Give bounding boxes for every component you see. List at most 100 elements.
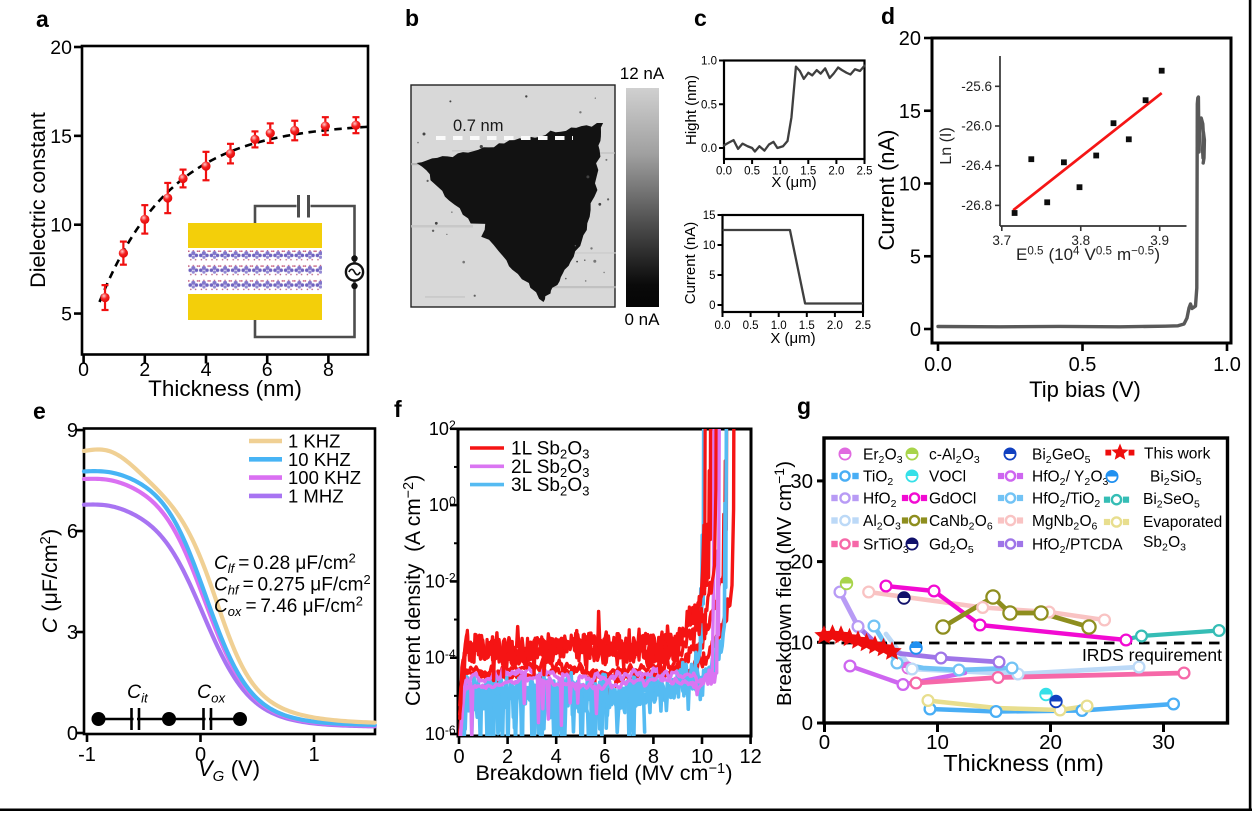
svg-text:30: 30 [1152, 731, 1175, 754]
svg-text:1.0: 1.0 [771, 320, 787, 332]
svg-text:0: 0 [819, 731, 830, 754]
svg-text:Tip bias (V): Tip bias (V) [1029, 377, 1141, 402]
svg-text:0.7 nm: 0.7 nm [453, 117, 503, 135]
svg-text:-26.8: -26.8 [961, 198, 992, 213]
svg-text:6: 6 [599, 746, 610, 768]
svg-text:VG (V): VG (V) [198, 756, 260, 785]
svg-text:b: b [405, 5, 419, 31]
svg-text:f: f [394, 396, 402, 422]
svg-text:-26.4: -26.4 [961, 158, 992, 173]
svg-text:9: 9 [67, 420, 78, 442]
svg-text:1 MHZ: 1 MHZ [288, 485, 344, 506]
svg-text:Clf = 0.28 μF/cm2: Clf = 0.28 μF/cm2 [214, 551, 356, 577]
svg-text:0.0: 0.0 [715, 320, 731, 332]
svg-text:10: 10 [703, 240, 716, 252]
svg-text:X (μm): X (μm) [770, 330, 815, 347]
svg-text:2L Sb2 O3: 2L Sb2 O3 [511, 457, 590, 480]
svg-text:a: a [36, 6, 49, 32]
svg-text:4: 4 [551, 746, 562, 768]
svg-text:Thickness (nm): Thickness (nm) [943, 750, 1104, 776]
svg-text:Cit: Cit [127, 681, 149, 705]
svg-text:6: 6 [262, 359, 273, 381]
svg-text:d: d [881, 3, 895, 29]
svg-text:e: e [33, 398, 46, 424]
svg-text:Bi2 SiO5: Bi2 SiO5 [1150, 469, 1202, 488]
svg-text:E0.5 (104 V0.5 m−0.5 ): E0.5 (104 V0.5 m−0.5 ) [1016, 244, 1160, 264]
svg-text:3.7: 3.7 [992, 233, 1011, 248]
svg-text:15: 15 [703, 210, 716, 222]
svg-text:Breakdown field (MV cm−1 ): Breakdown field (MV cm−1 ) [771, 461, 796, 706]
svg-text:Breakdown field (MV cm−1 ): Breakdown field (MV cm−1 ) [475, 761, 732, 785]
svg-text:HfO2: HfO2 [863, 491, 897, 510]
svg-text:1.0: 1.0 [701, 56, 717, 68]
svg-text:Bi2 GeO5: Bi2 GeO5 [1032, 447, 1091, 466]
svg-text:20: 20 [50, 37, 72, 59]
svg-text:Gd2 O5: Gd2 O5 [929, 537, 974, 556]
svg-text:0.5: 0.5 [743, 320, 759, 332]
svg-text:10-4: 10-4 [425, 647, 456, 668]
svg-text:0.5: 0.5 [701, 99, 717, 111]
svg-text:2.5: 2.5 [857, 166, 873, 178]
svg-text:2: 2 [502, 746, 513, 768]
svg-text:12: 12 [739, 746, 761, 768]
svg-text:Er2 O3: Er2 O3 [863, 447, 903, 466]
svg-text:2.0: 2.0 [827, 320, 843, 332]
svg-text:0.0: 0.0 [701, 143, 717, 155]
svg-text:X (μm): X (μm) [771, 174, 816, 191]
svg-text:8: 8 [648, 746, 659, 768]
svg-text:2: 2 [139, 359, 150, 381]
svg-text:2.0: 2.0 [828, 166, 844, 178]
svg-text:1.5: 1.5 [800, 166, 816, 178]
svg-text:c: c [694, 5, 707, 31]
svg-text:5: 5 [910, 246, 921, 268]
svg-text:Current (nA): Current (nA) [682, 222, 699, 305]
svg-text:3.8: 3.8 [1071, 233, 1090, 248]
svg-text:20: 20 [899, 28, 921, 50]
svg-text:6: 6 [67, 521, 78, 543]
svg-text:Sb2 O3: Sb2 O3 [1143, 534, 1186, 553]
svg-text:Thickness (nm): Thickness (nm) [148, 376, 302, 401]
svg-text:10-6: 10-6 [425, 723, 456, 744]
svg-text:-25.6: -25.6 [961, 79, 992, 94]
svg-text:8: 8 [323, 359, 334, 381]
svg-text:Chf = 0.275 μF/cm2: Chf = 0.275 μF/cm2 [214, 572, 371, 598]
svg-text:0: 0 [67, 723, 78, 745]
svg-text:Current density (A cm−2 ): Current density (A cm−2 ) [401, 475, 425, 706]
svg-text:0: 0 [195, 744, 206, 766]
svg-text:Dielectric constant: Dielectric constant [26, 112, 50, 288]
svg-text:HfO2 / Y2 O3: HfO2 / Y2 O3 [1032, 469, 1109, 488]
svg-text:0: 0 [78, 359, 89, 381]
svg-text:1.0: 1.0 [1213, 354, 1241, 376]
svg-text:Current (nA): Current (nA) [874, 129, 899, 250]
svg-text:SrTiO3: SrTiO3 [863, 537, 909, 556]
svg-text:-1: -1 [78, 744, 96, 766]
svg-text:0: 0 [910, 319, 921, 341]
svg-text:10: 10 [790, 631, 813, 654]
svg-text:HfO2 /PTCDA: HfO2 /PTCDA [1032, 537, 1123, 556]
svg-text:c-Al2 O3: c-Al2 O3 [929, 447, 980, 466]
svg-text:Cox = 7.46 μF/cm2: Cox = 7.46 μF/cm2 [214, 594, 363, 620]
svg-text:5: 5 [61, 304, 72, 326]
svg-text:10: 10 [691, 746, 713, 768]
svg-text:1.0: 1.0 [772, 166, 788, 178]
svg-text:12 nA: 12 nA [620, 64, 665, 83]
svg-text:15: 15 [50, 126, 72, 148]
svg-text:10: 10 [899, 174, 921, 196]
svg-text:3.9: 3.9 [1150, 233, 1169, 248]
svg-text:TiO2: TiO2 [863, 469, 894, 488]
svg-text:HfO2 /TiO2: HfO2 /TiO2 [1032, 491, 1101, 510]
svg-text:0.5: 0.5 [1069, 354, 1097, 376]
svg-text:0: 0 [709, 300, 715, 312]
svg-text:Hight (nm): Hight (nm) [683, 75, 700, 145]
svg-text:C (μF/cm2 ): C (μF/cm2 ) [38, 529, 62, 633]
svg-text:100: 100 [429, 494, 456, 515]
svg-text:GdOCl: GdOCl [929, 491, 976, 508]
svg-text:This work: This work [1144, 446, 1211, 463]
svg-text:10: 10 [50, 215, 72, 237]
svg-text:0: 0 [802, 712, 813, 735]
svg-text:10 KHZ: 10 KHZ [288, 449, 351, 470]
svg-text:Evaporated: Evaporated [1143, 514, 1222, 531]
svg-text:0.5: 0.5 [744, 166, 760, 178]
svg-text:15: 15 [899, 101, 921, 123]
svg-text:Al2 O3: Al2 O3 [863, 513, 901, 532]
